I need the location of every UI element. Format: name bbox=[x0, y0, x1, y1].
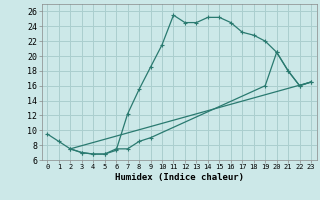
X-axis label: Humidex (Indice chaleur): Humidex (Indice chaleur) bbox=[115, 173, 244, 182]
